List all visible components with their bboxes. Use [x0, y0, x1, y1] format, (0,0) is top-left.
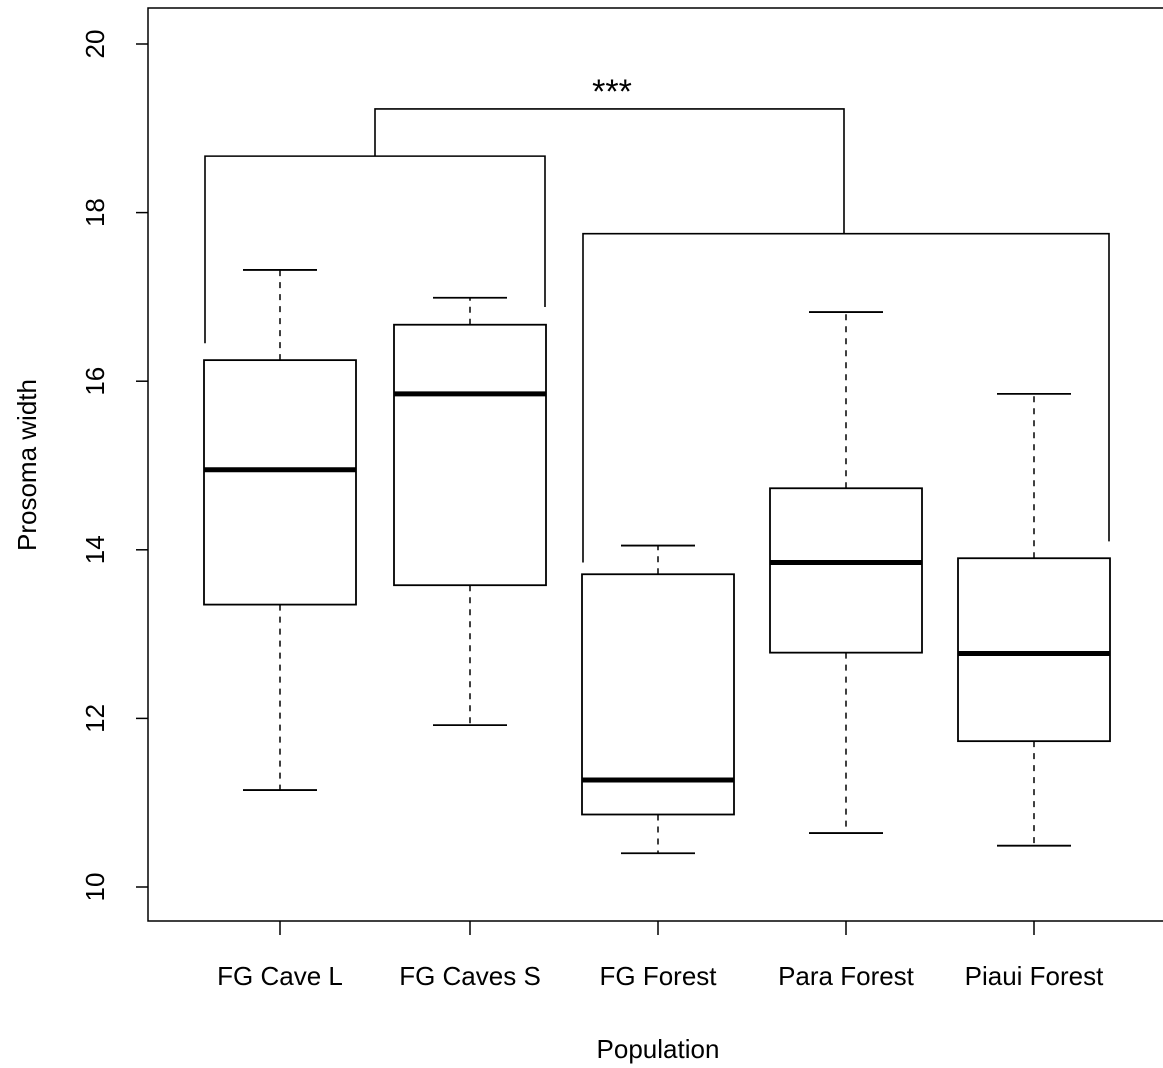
box-2: [581, 544, 735, 855]
x-tick-label-3: Para Forest: [778, 961, 915, 991]
y-tick-label-16: 16: [80, 367, 110, 396]
y-tick-label-14: 14: [80, 535, 110, 564]
boxes-group: [203, 269, 1111, 855]
box-rect: [769, 487, 923, 654]
box-rect: [203, 359, 357, 606]
x-axis-title: Population: [597, 1034, 720, 1064]
top-bracket-line: [374, 108, 845, 234]
bracket-line: [582, 232, 1110, 563]
y-axis-title: Prosoma width: [12, 379, 42, 551]
box-4: [957, 392, 1111, 847]
y-tick-label-20: 20: [80, 30, 110, 59]
box-0: [203, 269, 357, 791]
x-axis: FG Cave L FG Caves S FG Forest Para Forest P…: [217, 921, 1104, 991]
x-tick-label-1: FG Caves S: [399, 961, 541, 991]
y-tick-label-18: 18: [80, 198, 110, 227]
box-rect: [581, 573, 735, 816]
bracket-1: [582, 232, 1110, 563]
significance-label: ***: [592, 73, 632, 111]
box-3: [769, 311, 923, 834]
x-tick-label-4: Piaui Forest: [965, 961, 1104, 991]
box-1: [393, 296, 547, 727]
annotations-group: ***: [204, 73, 1110, 563]
bracket-0: [204, 155, 546, 344]
x-tick-label-0: FG Cave L: [217, 961, 343, 991]
y-tick-label-12: 12: [80, 704, 110, 733]
box-rect: [393, 323, 547, 587]
top-bracket: ***: [374, 73, 845, 234]
bracket-line: [204, 155, 546, 344]
y-tick-label-10: 10: [80, 873, 110, 902]
box-rect: [957, 557, 1111, 743]
x-tick-label-2: FG Forest: [599, 961, 717, 991]
y-axis: 10 12 14 16 18 20: [80, 30, 148, 902]
